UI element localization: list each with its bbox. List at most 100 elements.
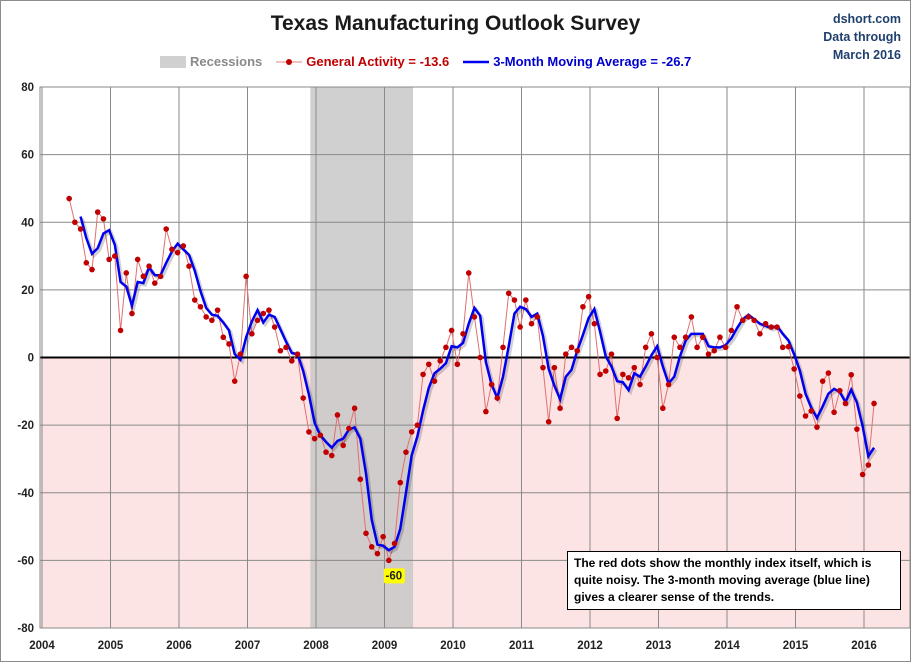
- general-activity-point: [243, 273, 249, 280]
- x-tick-label: 2013: [646, 640, 672, 652]
- general-activity-point: [602, 368, 609, 374]
- legend: Recessions General Activity = -13.6 3-Mo…: [160, 54, 705, 69]
- general-activity-point: [620, 371, 626, 378]
- general-activity-point: [568, 344, 575, 351]
- general-activity-point: [865, 462, 872, 468]
- general-activity-point: [83, 260, 90, 266]
- general-activity-point: [728, 327, 735, 334]
- general-activity-point: [523, 297, 529, 303]
- general-activity-point: [848, 371, 855, 378]
- general-activity-point: [797, 393, 803, 399]
- general-activity-point: [249, 331, 255, 337]
- y-tick-label: 40: [21, 217, 34, 229]
- general-activity-point: [197, 303, 204, 310]
- x-tick-label: 2005: [98, 640, 124, 652]
- general-activity-point: [557, 405, 563, 412]
- general-activity-point: [340, 442, 346, 449]
- general-activity-point: [757, 331, 763, 337]
- general-activity-point: [540, 364, 546, 371]
- general-activity-point: [209, 317, 215, 324]
- general-activity-point: [511, 297, 518, 303]
- general-activity-point: [831, 409, 837, 416]
- annotation-note: The red dots show the monthly index itse…: [567, 551, 901, 610]
- general-activity-point: [448, 327, 455, 334]
- y-tick-label: 20: [21, 285, 34, 297]
- general-activity-point: [471, 314, 478, 320]
- general-activity-point: [254, 317, 261, 324]
- general-activity-point: [814, 424, 820, 430]
- general-activity-point: [346, 425, 352, 432]
- general-activity-point: [94, 209, 101, 215]
- general-activity-point: [545, 418, 552, 425]
- general-activity-point: [169, 246, 175, 253]
- general-activity-point: [665, 381, 672, 388]
- legend-general-activity: General Activity = -13.6: [276, 54, 449, 69]
- general-activity-point: [871, 400, 877, 407]
- general-activity-point: [517, 324, 523, 330]
- x-tick-label: 2016: [851, 640, 877, 652]
- red-dot-line-icon: [276, 58, 303, 65]
- general-activity-point: [722, 344, 729, 351]
- general-activity-point: [134, 256, 141, 263]
- general-activity-point: [414, 422, 421, 428]
- general-activity-point: [306, 429, 312, 435]
- y-tick-label: -80: [17, 623, 34, 635]
- general-activity-point: [443, 344, 449, 351]
- general-activity-point: [100, 216, 107, 222]
- general-activity-point: [488, 381, 495, 388]
- source-block: dshort.com Data through March 2016: [823, 10, 901, 64]
- general-activity-point: [117, 327, 124, 334]
- general-activity-point: [425, 361, 432, 368]
- general-activity-point: [66, 195, 72, 202]
- general-activity-point: [174, 249, 181, 256]
- plot-border: [39, 86, 911, 629]
- general-activity-point: [608, 351, 615, 357]
- general-activity-point: [191, 297, 198, 303]
- general-activity-point: [682, 334, 689, 341]
- general-activity-point: [591, 320, 598, 327]
- general-activity-point: [505, 290, 512, 297]
- general-activity-point: [220, 334, 227, 341]
- general-activity-point: [123, 270, 130, 276]
- general-activity-point: [334, 412, 341, 418]
- general-activity-point: [551, 364, 558, 371]
- x-tick-label: 2010: [440, 640, 466, 652]
- general-activity-point: [151, 280, 158, 286]
- general-activity-point: [705, 351, 712, 357]
- general-activity-point: [562, 351, 569, 357]
- chart-title: Texas Manufacturing Outlook Survey: [270, 12, 641, 35]
- general-activity-point: [677, 344, 683, 351]
- general-activity-point: [779, 344, 786, 351]
- general-activity-point: [614, 415, 620, 422]
- general-activity-point: [266, 307, 272, 313]
- general-activity-point: [483, 408, 489, 415]
- general-activity-point: [768, 324, 775, 330]
- general-activity-point: [637, 381, 643, 388]
- general-activity-point: [654, 354, 660, 361]
- general-activity-point: [671, 334, 678, 341]
- general-activity-point: [574, 347, 581, 354]
- y-tick-label: -60: [17, 555, 34, 567]
- x-tick-label: 2011: [509, 640, 535, 652]
- general-activity-point: [380, 533, 386, 540]
- x-tick-label: 2012: [577, 640, 603, 652]
- general-activity-point: [842, 400, 849, 407]
- general-activity-point: [437, 358, 444, 364]
- general-activity-point: [431, 378, 438, 384]
- general-activity-point: [660, 405, 666, 412]
- y-tick-label: 60: [21, 150, 34, 162]
- general-activity-point: [762, 320, 769, 327]
- general-activity-point: [288, 358, 295, 364]
- general-activity-point: [237, 351, 244, 357]
- general-activity-point: [317, 432, 324, 439]
- x-tick-label: 2009: [372, 640, 398, 652]
- general-activity-point: [368, 544, 375, 550]
- general-activity-point: [585, 293, 592, 300]
- x-tick-label: 2015: [783, 640, 809, 652]
- y-tick-label: -40: [17, 488, 34, 500]
- general-activity-point: [391, 540, 398, 547]
- general-activity-point: [477, 354, 483, 361]
- general-activity-point: [186, 263, 192, 270]
- general-activity-point: [785, 343, 792, 350]
- general-activity-point: [854, 426, 860, 432]
